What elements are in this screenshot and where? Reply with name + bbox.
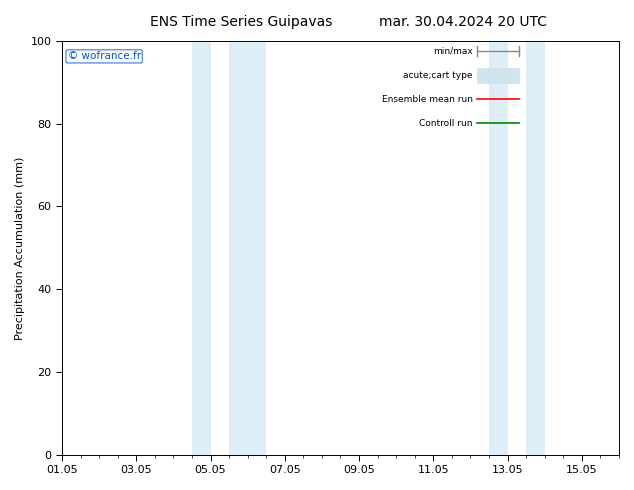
Text: ENS Time Series Guipavas: ENS Time Series Guipavas (150, 15, 332, 29)
Text: min/max: min/max (433, 47, 472, 56)
Text: © wofrance.fr: © wofrance.fr (68, 51, 141, 61)
Bar (526, 41, 545, 455)
Text: Controll run: Controll run (419, 119, 472, 128)
Y-axis label: Precipitation Accumulation (mm): Precipitation Accumulation (mm) (15, 156, 25, 340)
Bar (489, 41, 508, 455)
Text: acute;cart type: acute;cart type (403, 71, 472, 80)
Bar (477, 68, 519, 83)
Bar (229, 41, 266, 455)
Text: Ensemble mean run: Ensemble mean run (382, 95, 472, 104)
Bar (192, 41, 210, 455)
Text: mar. 30.04.2024 20 UTC: mar. 30.04.2024 20 UTC (379, 15, 547, 29)
